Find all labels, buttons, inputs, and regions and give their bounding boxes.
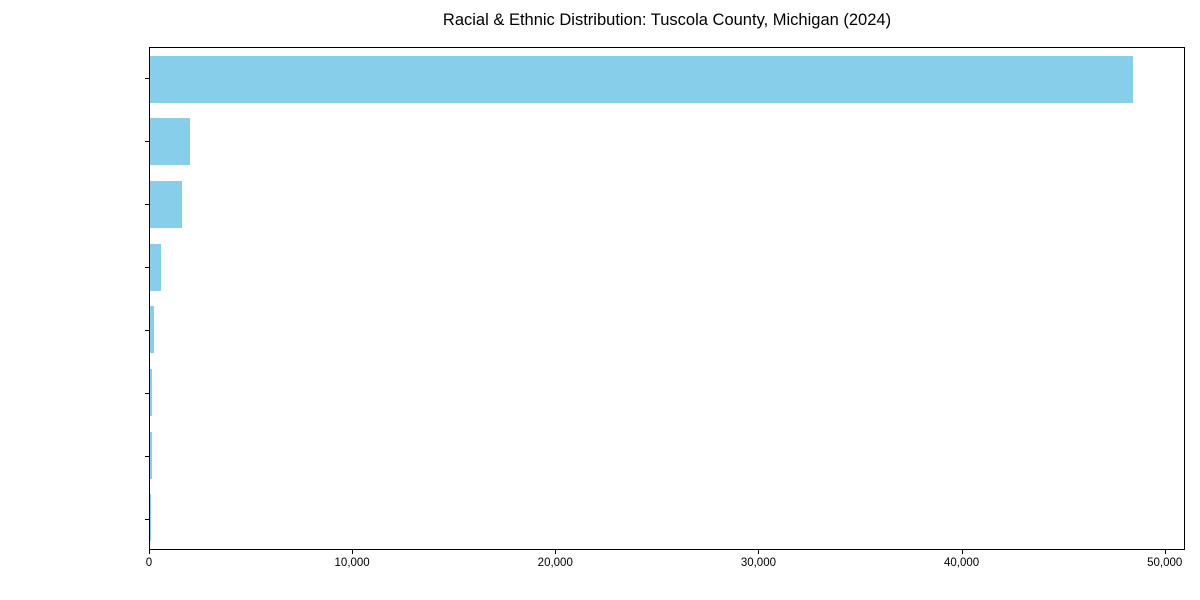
x-tick-label: 0 bbox=[145, 557, 153, 569]
x-tick-label: 30,000 bbox=[740, 557, 776, 569]
bar-row bbox=[150, 111, 1184, 174]
chart-title: Racial & Ethnic Distribution: Tuscola Co… bbox=[442, 11, 892, 29]
bar bbox=[150, 243, 162, 291]
bars-container bbox=[150, 48, 1184, 549]
bar-row bbox=[150, 48, 1184, 111]
y-tick-mark bbox=[145, 267, 149, 269]
bar-row bbox=[150, 173, 1184, 236]
bar-row bbox=[150, 236, 1184, 299]
bar-row bbox=[150, 361, 1184, 424]
bar-row bbox=[150, 299, 1184, 362]
y-tick-mark bbox=[145, 141, 149, 143]
x-tick-mark bbox=[961, 550, 963, 554]
bar bbox=[150, 306, 155, 354]
bar-row bbox=[150, 424, 1184, 487]
y-tick-mark bbox=[145, 78, 149, 80]
bar bbox=[150, 55, 1134, 103]
bar bbox=[150, 431, 152, 479]
x-tick-mark bbox=[555, 550, 557, 554]
bar bbox=[150, 118, 190, 166]
x-tick-label: 50,000 bbox=[1147, 557, 1183, 569]
x-tick-label: 10,000 bbox=[334, 557, 370, 569]
x-tick-label: 20,000 bbox=[537, 557, 573, 569]
bar bbox=[150, 368, 153, 416]
y-tick-mark bbox=[145, 455, 149, 457]
plot-area bbox=[149, 47, 1185, 550]
x-tick-mark bbox=[149, 550, 150, 554]
x-tick-mark bbox=[758, 550, 760, 554]
x-tick-mark bbox=[1164, 550, 1166, 554]
bar-row bbox=[150, 486, 1184, 549]
y-tick-mark bbox=[145, 392, 149, 394]
bar bbox=[150, 181, 182, 229]
y-tick-mark bbox=[145, 204, 149, 206]
y-tick-mark bbox=[145, 329, 149, 331]
y-tick-mark bbox=[145, 518, 149, 520]
x-tick-label: 40,000 bbox=[943, 557, 980, 569]
x-tick-mark bbox=[352, 550, 354, 554]
